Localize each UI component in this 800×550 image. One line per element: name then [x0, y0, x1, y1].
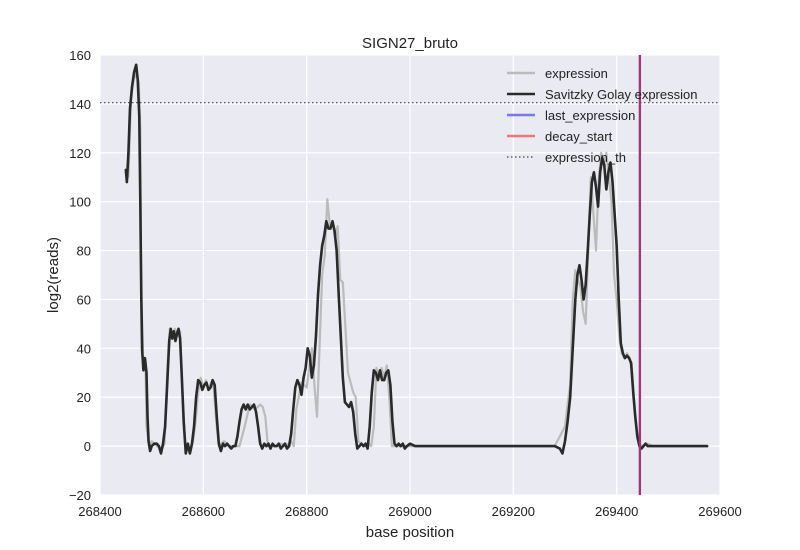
- y-axis-title: log2(reads): [45, 237, 62, 313]
- y-tick-label: 40: [77, 341, 91, 356]
- legend-label: expression: [545, 66, 608, 81]
- x-tick-label: 268600: [182, 504, 225, 519]
- y-tick-label: 0: [84, 439, 91, 454]
- legend-label: Savitzky Golay expression: [545, 87, 697, 102]
- x-tick-label: 269400: [595, 504, 638, 519]
- legend-label: decay_start: [545, 129, 613, 144]
- grid: [99, 54, 721, 496]
- legend-label: expression_th: [545, 150, 626, 165]
- y-tick-label: 160: [69, 48, 91, 63]
- x-tick-label: 269600: [698, 504, 741, 519]
- y-tick-label: 20: [77, 390, 91, 405]
- y-tick-label: 120: [69, 146, 91, 161]
- x-tick-label: 268800: [285, 504, 328, 519]
- y-tick-label: 140: [69, 97, 91, 112]
- x-tick-label: 268400: [78, 504, 121, 519]
- tick-labels: 268400 268600 268800 269000 269200 269400 2696…: [69, 48, 742, 519]
- legend-label: last_expression: [545, 108, 635, 123]
- x-tick-label: 269000: [388, 504, 431, 519]
- series-savitzky-golay-line: [124, 63, 709, 455]
- series-group: [124, 63, 709, 455]
- y-tick-label: 80: [77, 244, 91, 259]
- x-axis-title: base position: [366, 524, 454, 541]
- chart-title: SIGN27_bruto: [362, 35, 458, 52]
- reference-lines: [100, 55, 720, 495]
- legend: expression Savitzky Golay expression last_…: [507, 66, 697, 165]
- y-tick-label: −20: [69, 488, 91, 503]
- x-tick-label: 269200: [492, 504, 535, 519]
- y-tick-label: 100: [69, 195, 91, 210]
- y-tick-label: 60: [77, 292, 91, 307]
